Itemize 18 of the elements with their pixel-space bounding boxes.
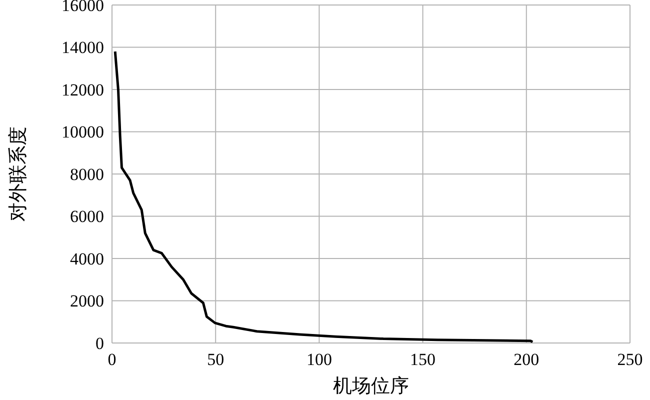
y-tick-label: 16000: [62, 0, 104, 15]
y-tick-label: 14000: [62, 38, 104, 58]
y-axis-title: 对外联系度: [7, 126, 29, 222]
x-tick-label: 0: [108, 350, 116, 369]
y-tick-label: 4000: [70, 249, 104, 268]
y-tick-label: 10000: [62, 122, 104, 142]
y-tick-label: 0: [96, 334, 104, 353]
x-tick-label: 200: [514, 350, 540, 369]
y-tick-label: 12000: [62, 80, 104, 100]
y-tick-label: 8000: [70, 164, 104, 184]
y-tick-label: 6000: [70, 207, 104, 226]
x-tick-label: 250: [617, 350, 643, 369]
x-tick-label: 150: [410, 350, 436, 369]
x-axis-title: 机场位序: [333, 375, 409, 397]
x-tick-label: 50: [207, 350, 224, 369]
x-tick-label: 100: [306, 350, 332, 369]
y-tick-label: 2000: [70, 292, 104, 311]
line-series: [114, 50, 534, 344]
